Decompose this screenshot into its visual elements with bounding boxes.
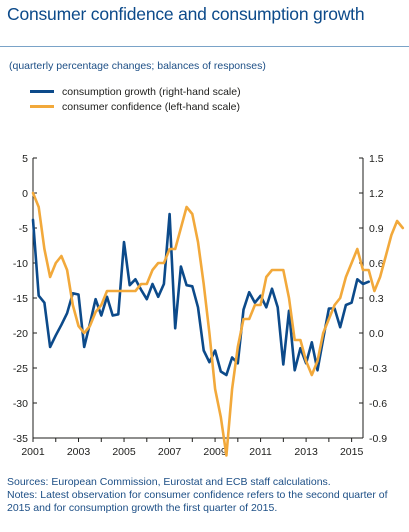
- chart-legend: consumption growth (right-hand scale) co…: [30, 84, 241, 114]
- x-axis-tick-label: 2015: [340, 446, 364, 458]
- left-axis-tick-label: -5: [19, 223, 28, 235]
- left-axis-tick-label: -10: [13, 258, 28, 270]
- left-axis-tick-label: -35: [13, 433, 28, 445]
- title-divider: [0, 46, 409, 47]
- right-axis-tick-label: 0.6: [369, 258, 384, 270]
- right-axis-tick-label: 0.0: [369, 328, 384, 340]
- observation-note: Notes: Latest observation for consumer c…: [7, 489, 388, 514]
- x-axis-tick-label: 2007: [158, 446, 182, 458]
- legend-item-consumption: consumption growth (right-hand scale): [30, 84, 241, 99]
- legend-swatch-consumption: [30, 90, 54, 93]
- left-axis-tick-label: -15: [13, 293, 28, 305]
- right-axis-tick-label: 1.5: [369, 153, 384, 165]
- legend-label-confidence: consumer confidence (left-hand scale): [62, 100, 241, 113]
- chart-subtitle: (quarterly percentage changes; balances …: [9, 60, 266, 72]
- right-axis-tick-label: -0.3: [369, 363, 387, 375]
- legend-swatch-confidence: [30, 105, 54, 108]
- right-axis-tick-label: -0.6: [369, 398, 387, 410]
- left-axis-tick-label: 0: [22, 188, 28, 200]
- legend-label-consumption: consumption growth (right-hand scale): [62, 85, 241, 98]
- x-axis-tick-label: 2011: [249, 446, 272, 458]
- x-axis-tick-label: 2009: [203, 446, 227, 458]
- chart-notes: Sources: European Commission, Eurostat a…: [7, 476, 407, 515]
- sources-note: Sources: European Commission, Eurostat a…: [7, 476, 331, 488]
- x-axis-tick-label: 2005: [112, 446, 136, 458]
- x-axis-tick-label: 2003: [67, 446, 91, 458]
- series-line-consumer-confidence: [31, 191, 405, 457]
- right-axis-tick-label: 0.3: [369, 293, 384, 305]
- left-axis-tick-label: -20: [13, 328, 28, 340]
- right-axis-tick-label: 0.9: [369, 223, 384, 235]
- page-title: Consumer confidence and consumption grow…: [7, 4, 365, 24]
- left-axis-tick-label: -25: [13, 363, 28, 375]
- x-axis-tick-label: 2013: [294, 446, 318, 458]
- legend-item-confidence: consumer confidence (left-hand scale): [30, 99, 241, 114]
- left-axis-tick-label: 5: [22, 153, 28, 165]
- right-axis-tick-label: 1.2: [369, 188, 384, 200]
- right-axis-tick-label: -0.9: [369, 433, 387, 445]
- x-axis-tick-label: 2001: [21, 446, 45, 458]
- left-axis-tick-label: -30: [13, 398, 28, 410]
